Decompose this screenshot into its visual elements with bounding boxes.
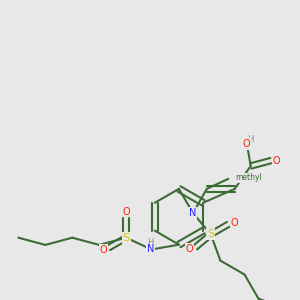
Text: methyl: methyl — [235, 173, 262, 182]
Text: O: O — [230, 218, 238, 228]
Text: O: O — [122, 207, 130, 217]
Text: N: N — [147, 244, 154, 254]
Text: N: N — [189, 208, 197, 218]
Text: O: O — [273, 156, 280, 166]
Text: O: O — [243, 139, 250, 149]
Text: S: S — [207, 230, 214, 239]
Text: O: O — [186, 244, 193, 254]
Text: H: H — [248, 136, 254, 145]
Text: S: S — [123, 233, 130, 243]
Text: H: H — [147, 238, 153, 247]
Text: O: O — [100, 245, 107, 255]
